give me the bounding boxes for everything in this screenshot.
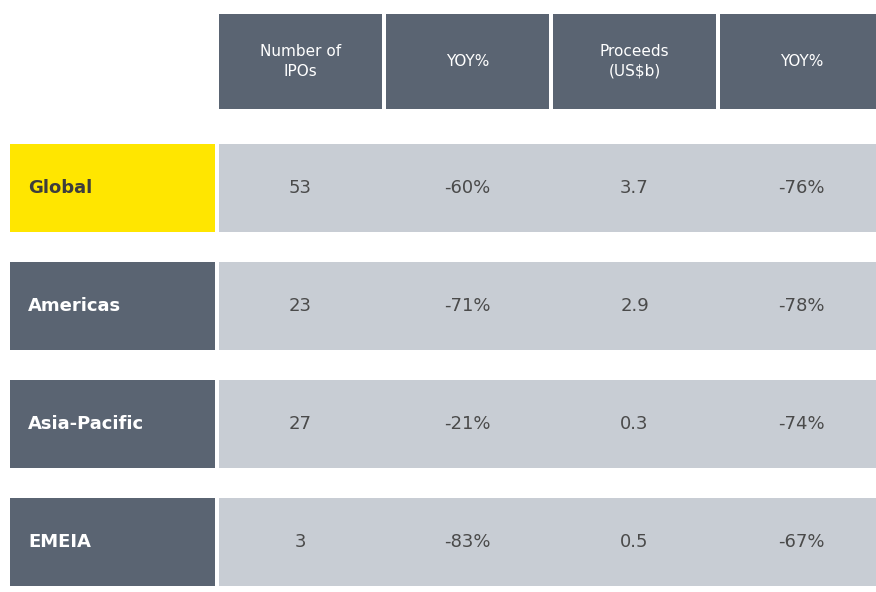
Text: -78%: -78% [778,297,824,315]
Text: YOY%: YOY% [446,54,489,69]
Text: -83%: -83% [444,533,491,551]
Text: YOY%: YOY% [780,54,823,69]
Text: Number of
IPOs: Number of IPOs [260,44,341,79]
Text: EMEIA: EMEIA [28,533,91,551]
Bar [10,144,215,232]
Bar [10,498,215,586]
Text: 0.3: 0.3 [620,415,649,433]
Text: -21%: -21% [444,415,491,433]
Bar [219,262,876,350]
Bar [219,14,382,109]
Text: 53: 53 [289,179,312,197]
Text: 2.9: 2.9 [620,297,649,315]
Text: 27: 27 [289,415,312,433]
Text: Asia-Pacific: Asia-Pacific [28,415,145,433]
Text: -71%: -71% [444,297,491,315]
Bar [386,14,549,109]
Text: 23: 23 [289,297,312,315]
Bar [10,262,215,350]
Text: 3: 3 [294,533,307,551]
Bar [553,14,716,109]
Text: 0.5: 0.5 [620,533,649,551]
Bar [10,380,215,468]
Text: Global: Global [28,179,92,197]
Bar [720,14,876,109]
Bar [219,144,876,232]
Text: -76%: -76% [778,179,824,197]
Text: Proceeds
(US$b): Proceeds (US$b) [600,44,669,79]
Bar [219,498,876,586]
Text: -67%: -67% [778,533,824,551]
Text: Americas: Americas [28,297,121,315]
Bar [219,380,876,468]
Text: 3.7: 3.7 [620,179,649,197]
Text: -60%: -60% [444,179,491,197]
Text: -74%: -74% [778,415,825,433]
